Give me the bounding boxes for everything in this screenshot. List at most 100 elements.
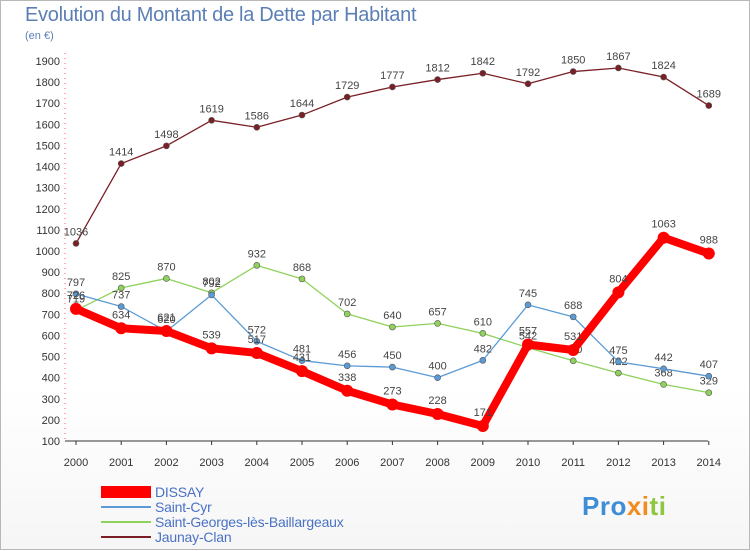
data-label: 338 (338, 372, 356, 384)
data-label: 557 (519, 326, 537, 338)
data-point (163, 142, 170, 150)
y-tick-label: 800 (42, 288, 60, 300)
data-point (389, 83, 396, 91)
data-point (208, 291, 215, 299)
data-point (705, 372, 713, 380)
data-label: 737 (112, 290, 130, 302)
y-tick-label: 1700 (36, 98, 60, 110)
data-label: 456 (338, 349, 356, 361)
data-label: 640 (383, 310, 401, 322)
data-point (660, 365, 667, 373)
data-point (702, 247, 715, 260)
data-label: 1792 (516, 67, 540, 79)
data-label: 792 (202, 278, 220, 290)
data-label: 804 (609, 273, 627, 285)
x-tick-label: 2014 (697, 457, 721, 469)
y-tick-label: 1300 (36, 183, 60, 195)
x-tick-label: 2011 (561, 457, 585, 469)
data-point (117, 284, 125, 292)
proxiti-logo: Proxiti (582, 491, 667, 521)
y-tick-label: 200 (42, 415, 60, 427)
data-label: 572 (248, 324, 266, 336)
data-label: 1867 (606, 51, 630, 63)
data-label: 870 (157, 261, 175, 273)
y-tick-label: 400 (42, 373, 60, 385)
data-label: 745 (519, 288, 537, 300)
data-label: 1063 (651, 219, 675, 231)
data-point (615, 369, 622, 377)
data-label: 442 (654, 352, 672, 364)
y-tick-label: 1100 (36, 225, 60, 237)
data-label: 932 (248, 248, 266, 260)
data-point (72, 290, 80, 298)
data-point (434, 320, 441, 327)
data-label: 702 (338, 297, 356, 309)
data-point (569, 68, 577, 75)
x-tick-label: 2012 (606, 457, 630, 469)
data-label: 1729 (335, 80, 359, 92)
data-point (253, 123, 261, 131)
data-label: 726 (67, 290, 85, 302)
x-tick-label: 2001 (109, 457, 133, 469)
x-tick-label: 2008 (425, 457, 449, 469)
data-label: 1036 (64, 226, 88, 238)
data-label: 1842 (471, 56, 495, 68)
data-label: 400 (428, 361, 446, 373)
data-label: 482 (474, 343, 492, 355)
data-label: 171 (474, 407, 492, 419)
data-label: 719 (67, 293, 85, 305)
x-tick-label: 2003 (199, 457, 223, 469)
data-point (298, 111, 306, 119)
data-label: 431 (293, 352, 311, 364)
data-point (117, 303, 125, 310)
data-point (253, 338, 261, 345)
legend-label: Jaunay-Clan (155, 529, 232, 545)
data-label: 797 (67, 277, 85, 289)
legend-item-jaunay-clan[interactable]: Jaunay-Clan (101, 529, 421, 545)
x-tick-label: 2013 (651, 457, 675, 469)
data-label: 542 (519, 331, 537, 343)
legend-item-saint-georges[interactable]: Saint-Georges-lès-Baillargeaux (101, 514, 421, 530)
data-label: 517 (248, 334, 266, 346)
data-label: 825 (112, 271, 130, 283)
data-point (612, 286, 625, 299)
data-label: 539 (202, 329, 220, 341)
data-point (705, 102, 713, 109)
data-label: 329 (700, 376, 718, 388)
data-point (250, 346, 263, 359)
data-point (343, 310, 351, 318)
data-point (205, 342, 218, 355)
data-label: 621 (157, 312, 175, 324)
data-label: 1619 (199, 103, 223, 115)
data-label: 988 (700, 235, 718, 247)
data-label: 634 (112, 309, 130, 321)
data-label: 1586 (245, 110, 269, 122)
data-point (70, 302, 82, 315)
data-point (479, 330, 487, 337)
data-label: 1414 (109, 147, 133, 159)
x-tick-label: 2002 (154, 457, 178, 469)
legend-item-saint-cyr[interactable]: Saint-Cyr (101, 499, 421, 515)
data-point (208, 117, 215, 124)
data-point (660, 381, 667, 388)
data-point (567, 344, 580, 357)
data-label: 450 (383, 350, 401, 362)
data-point (117, 160, 125, 167)
data-point (163, 275, 170, 282)
data-point (479, 69, 487, 77)
data-point (72, 240, 80, 247)
data-label: 1850 (561, 55, 585, 67)
data-label: 531 (564, 331, 582, 343)
series-line-jaunay-clan (75, 67, 710, 245)
data-point (660, 73, 667, 81)
legend-swatch (101, 506, 151, 508)
data-label: 475 (609, 345, 627, 357)
data-point (615, 358, 622, 366)
x-tick-label: 2009 (471, 457, 495, 469)
legend-item-dissay[interactable]: DISSAY (101, 484, 421, 500)
data-point (386, 398, 399, 411)
data-label: 688 (564, 300, 582, 312)
y-tick-label: 1900 (36, 56, 60, 68)
legend-label: DISSAY (155, 484, 205, 500)
